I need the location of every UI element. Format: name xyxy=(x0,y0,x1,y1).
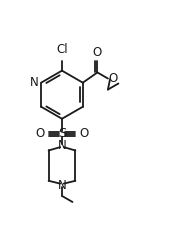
Text: O: O xyxy=(93,46,102,59)
Text: O: O xyxy=(109,72,118,85)
Text: N: N xyxy=(30,76,39,89)
Text: S: S xyxy=(58,128,66,140)
Text: Cl: Cl xyxy=(56,43,68,56)
Text: O: O xyxy=(35,128,45,140)
Text: N: N xyxy=(58,139,66,152)
Text: N: N xyxy=(58,179,66,192)
Text: O: O xyxy=(79,128,89,140)
